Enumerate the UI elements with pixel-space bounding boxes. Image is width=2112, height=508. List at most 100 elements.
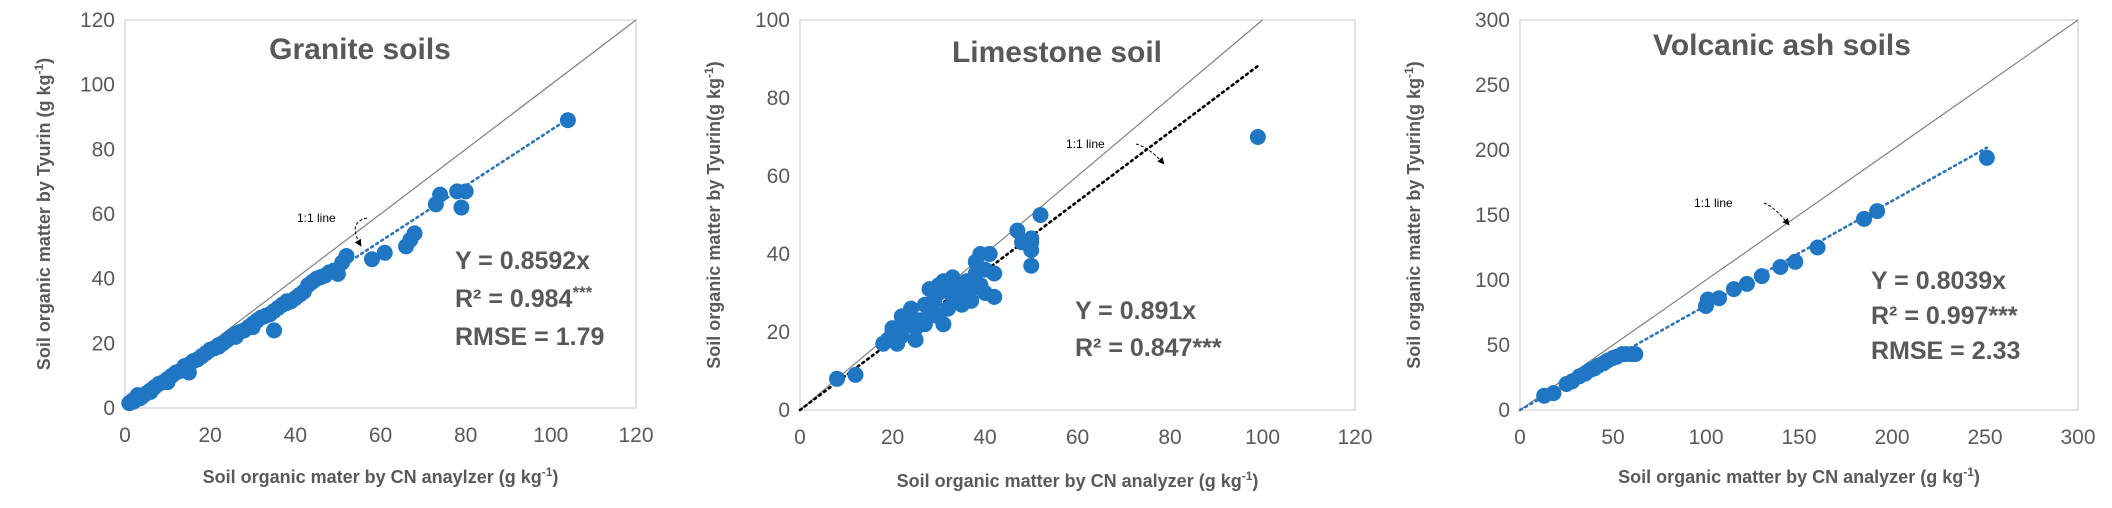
data-point [935, 316, 952, 333]
data-point [376, 244, 393, 261]
x-tick-label: 40 [973, 426, 996, 449]
y-tick-label: 100 [1475, 269, 1510, 292]
data-point [202, 341, 219, 358]
data-point [1856, 210, 1873, 227]
identity-line-label: 1:1 line [1066, 137, 1105, 151]
y-tick-label: 0 [103, 397, 115, 420]
chart-title: Volcanic ash soils [1653, 29, 1911, 62]
y-tick-label: 150 [1475, 204, 1510, 227]
y-tick-label: 300 [1475, 9, 1510, 32]
y-axis-superscript: -1 [702, 67, 716, 78]
regression-stat: R² = 0.984*** [455, 283, 593, 313]
y-tick-label: 200 [1475, 139, 1510, 162]
y-tick-label: 0 [1498, 399, 1510, 422]
data-point [1725, 281, 1742, 298]
identity-line [1519, 19, 2079, 411]
trend-line [798, 64, 1260, 412]
stat-superscript: *** [572, 283, 592, 302]
regression-stat: R² = 0.997*** [1871, 302, 2018, 330]
data-point [159, 374, 176, 391]
data-point [278, 293, 295, 310]
data-point [1545, 385, 1562, 402]
x-tick-label: 150 [1781, 426, 1816, 449]
data-point [223, 328, 240, 345]
x-axis-superscript: -1 [542, 465, 553, 479]
plot-frame [1519, 19, 2079, 411]
y-tick-label: 20 [767, 321, 790, 344]
data-point [129, 387, 146, 404]
data-point [986, 265, 1003, 282]
y-tick-label: 40 [92, 268, 115, 291]
y-axis-label: Soil organic matter by Tyurin(g kg-1) [702, 61, 724, 368]
x-tick-label: 0 [794, 426, 806, 449]
data-point [847, 366, 864, 383]
data-point [1032, 207, 1049, 223]
plot-frame [124, 19, 637, 409]
data-point [244, 319, 261, 336]
regression-stat: Y = 0.8592x [455, 247, 590, 275]
x-tick-label: 50 [1601, 426, 1624, 449]
identity-arrow [354, 217, 368, 247]
data-point [1711, 290, 1728, 307]
x-axis-label-end: ) [1974, 467, 1980, 487]
y-tick-label: 20 [92, 332, 115, 355]
x-axis-superscript: -1 [1963, 465, 1974, 479]
data-point [406, 225, 423, 242]
x-tick-label: 120 [618, 424, 653, 447]
data-point [1809, 239, 1826, 256]
data-point [363, 251, 380, 268]
x-tick-label: 20 [198, 424, 221, 447]
x-axis-superscript: -1 [1242, 469, 1253, 483]
data-point [963, 292, 980, 309]
y-tick-label: 80 [92, 138, 115, 161]
x-axis-label-end: ) [552, 467, 558, 487]
data-point [432, 186, 449, 203]
plot-frame [799, 19, 1356, 411]
x-tick-label: 60 [369, 424, 392, 447]
data-point [453, 199, 470, 216]
y-tick-label: 120 [80, 9, 115, 32]
chart-panel-3: 0 50 100 150 200 250 300 0 50 100 150 200 250 300 Volc… [1402, 9, 2096, 487]
x-tick-label: 80 [1158, 426, 1181, 449]
y-tick-label: 50 [1487, 334, 1510, 357]
regression-stat: RMSE = 1.79 [455, 323, 604, 351]
identity-line-label: 1:1 line [297, 211, 336, 225]
y-axis-superscript: -1 [32, 63, 46, 74]
data-point [1978, 149, 1995, 166]
y-tick-label: 40 [767, 243, 790, 266]
y-tick-label: 60 [767, 165, 790, 188]
data-point [261, 306, 278, 323]
chart-title: Granite soils [269, 33, 451, 66]
chart-panel-2: 0 20 40 60 80 100 120 0 20 40 60 80 100 Limestone soi… [702, 9, 1373, 491]
identity-arrow [1763, 202, 1790, 226]
x-tick-label: 120 [1337, 426, 1372, 449]
data-point [1023, 242, 1040, 259]
x-axis-label-end: ) [1252, 471, 1258, 491]
data-point [559, 112, 576, 129]
data-point [981, 246, 998, 262]
data-point [1627, 346, 1644, 363]
x-tick-label: 80 [454, 424, 477, 447]
data-point [1772, 259, 1789, 275]
data-point [142, 383, 159, 400]
data-point [986, 288, 1003, 305]
data-point [338, 248, 355, 265]
x-axis-label: Soil organic matter by CN analyzer (g kg… [1618, 465, 1980, 487]
data-point [1787, 253, 1804, 270]
data-point [907, 331, 924, 348]
data-point [1738, 275, 1755, 292]
x-tick-label: 100 [1245, 426, 1280, 449]
regression-stat: Y = 0.891x [1075, 297, 1196, 325]
data-point [1869, 203, 1886, 220]
y-axis-label-end: ) [704, 61, 724, 67]
y-axis-label: Soil organic matter by Tyurin(g kg-1) [1402, 61, 1424, 368]
y-tick-label: 0 [778, 399, 790, 422]
regression-stat: Y = 0.8039x [1871, 267, 2006, 295]
x-tick-label: 100 [533, 424, 568, 447]
x-tick-label: 250 [1967, 426, 2002, 449]
x-tick-label: 0 [119, 424, 131, 447]
x-tick-label: 200 [1874, 426, 1909, 449]
regression-stat: R² = 0.847*** [1075, 334, 1222, 362]
